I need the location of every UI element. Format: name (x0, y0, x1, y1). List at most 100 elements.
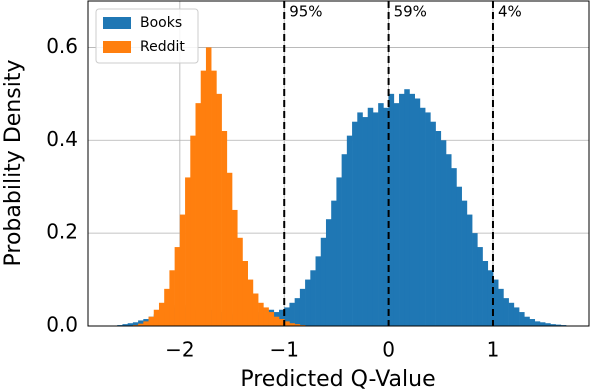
bar (331, 200, 337, 326)
legend-swatch (103, 17, 131, 29)
bar (404, 89, 410, 326)
x-tick-label: 0 (382, 338, 395, 362)
bar (263, 307, 269, 326)
bar (237, 237, 243, 326)
bar (492, 279, 499, 326)
bar (357, 112, 363, 326)
bar (513, 307, 520, 326)
legend-label: Reddit (140, 39, 185, 55)
bar (534, 321, 541, 326)
bar (289, 302, 295, 326)
bar (279, 319, 285, 326)
bar (498, 288, 504, 326)
bar (419, 107, 426, 327)
bar (461, 200, 468, 326)
bar (372, 112, 379, 326)
legend-swatch (103, 41, 131, 53)
bar (289, 323, 295, 326)
y-axis-label: Probability Density (1, 60, 26, 267)
bar (482, 261, 489, 326)
legend-label: Books (140, 15, 182, 31)
bar (174, 247, 181, 326)
bar (550, 324, 556, 326)
bar (273, 316, 280, 326)
x-tick-label: −2 (165, 338, 194, 362)
bar (519, 312, 525, 326)
threshold-label: 59% (394, 3, 427, 21)
bar (132, 322, 139, 326)
bar (555, 324, 562, 326)
bar (320, 237, 327, 326)
bar (487, 270, 494, 326)
bar (294, 324, 301, 326)
bar (477, 247, 483, 326)
bar (341, 154, 348, 326)
bar (138, 320, 144, 326)
bar (279, 309, 285, 326)
bar (508, 302, 515, 326)
bar (393, 103, 400, 327)
bar (336, 177, 342, 326)
x-tick-label: 1 (487, 338, 500, 362)
bar (127, 323, 134, 326)
bar (164, 288, 170, 326)
x-tick-label: −1 (269, 338, 298, 362)
bar (446, 154, 452, 326)
bar (529, 319, 536, 326)
bar (148, 316, 155, 326)
bar (205, 47, 212, 327)
bar (258, 302, 264, 326)
bar (524, 316, 530, 326)
bar (378, 103, 384, 327)
bar (153, 309, 160, 326)
bar (299, 288, 306, 326)
bar (247, 279, 254, 326)
bar (346, 135, 353, 326)
bar (211, 70, 217, 327)
bar (451, 168, 457, 326)
y-tick-label: 0.2 (46, 220, 78, 244)
bar (232, 209, 238, 326)
bar (185, 177, 191, 326)
bar (226, 172, 233, 326)
bar (388, 93, 395, 326)
bar (383, 107, 389, 327)
bar (268, 312, 275, 326)
bar (179, 214, 186, 326)
bar (367, 107, 374, 327)
bar (143, 321, 149, 326)
bar (195, 103, 202, 327)
bar (284, 321, 290, 326)
bar (325, 219, 332, 326)
bar (221, 131, 228, 326)
bar (305, 279, 311, 326)
x-axis-label: Predicted Q-Value (240, 367, 435, 392)
bar (399, 93, 405, 326)
bar (362, 117, 369, 326)
bar (409, 93, 415, 326)
y-tick-label: 0.0 (46, 313, 78, 337)
legend: Books Reddit (95, 8, 199, 64)
bar (414, 98, 421, 326)
bar (122, 324, 128, 326)
bar (430, 121, 436, 326)
bar (294, 298, 301, 326)
y-tick-label: 0.4 (46, 127, 78, 151)
bar (310, 270, 316, 326)
y-tick-label: 0.6 (46, 34, 78, 58)
threshold-label: 95% (289, 3, 322, 21)
bar (352, 121, 358, 326)
bar (200, 70, 207, 327)
threshold-label: 4% (498, 3, 522, 21)
bar (456, 186, 462, 326)
bar (252, 293, 259, 326)
bar (169, 270, 175, 326)
bar (190, 135, 196, 326)
bar (503, 298, 509, 326)
bar (284, 307, 290, 326)
bar (315, 256, 322, 326)
bar (545, 323, 551, 326)
bar (539, 322, 546, 326)
bar (138, 323, 144, 326)
